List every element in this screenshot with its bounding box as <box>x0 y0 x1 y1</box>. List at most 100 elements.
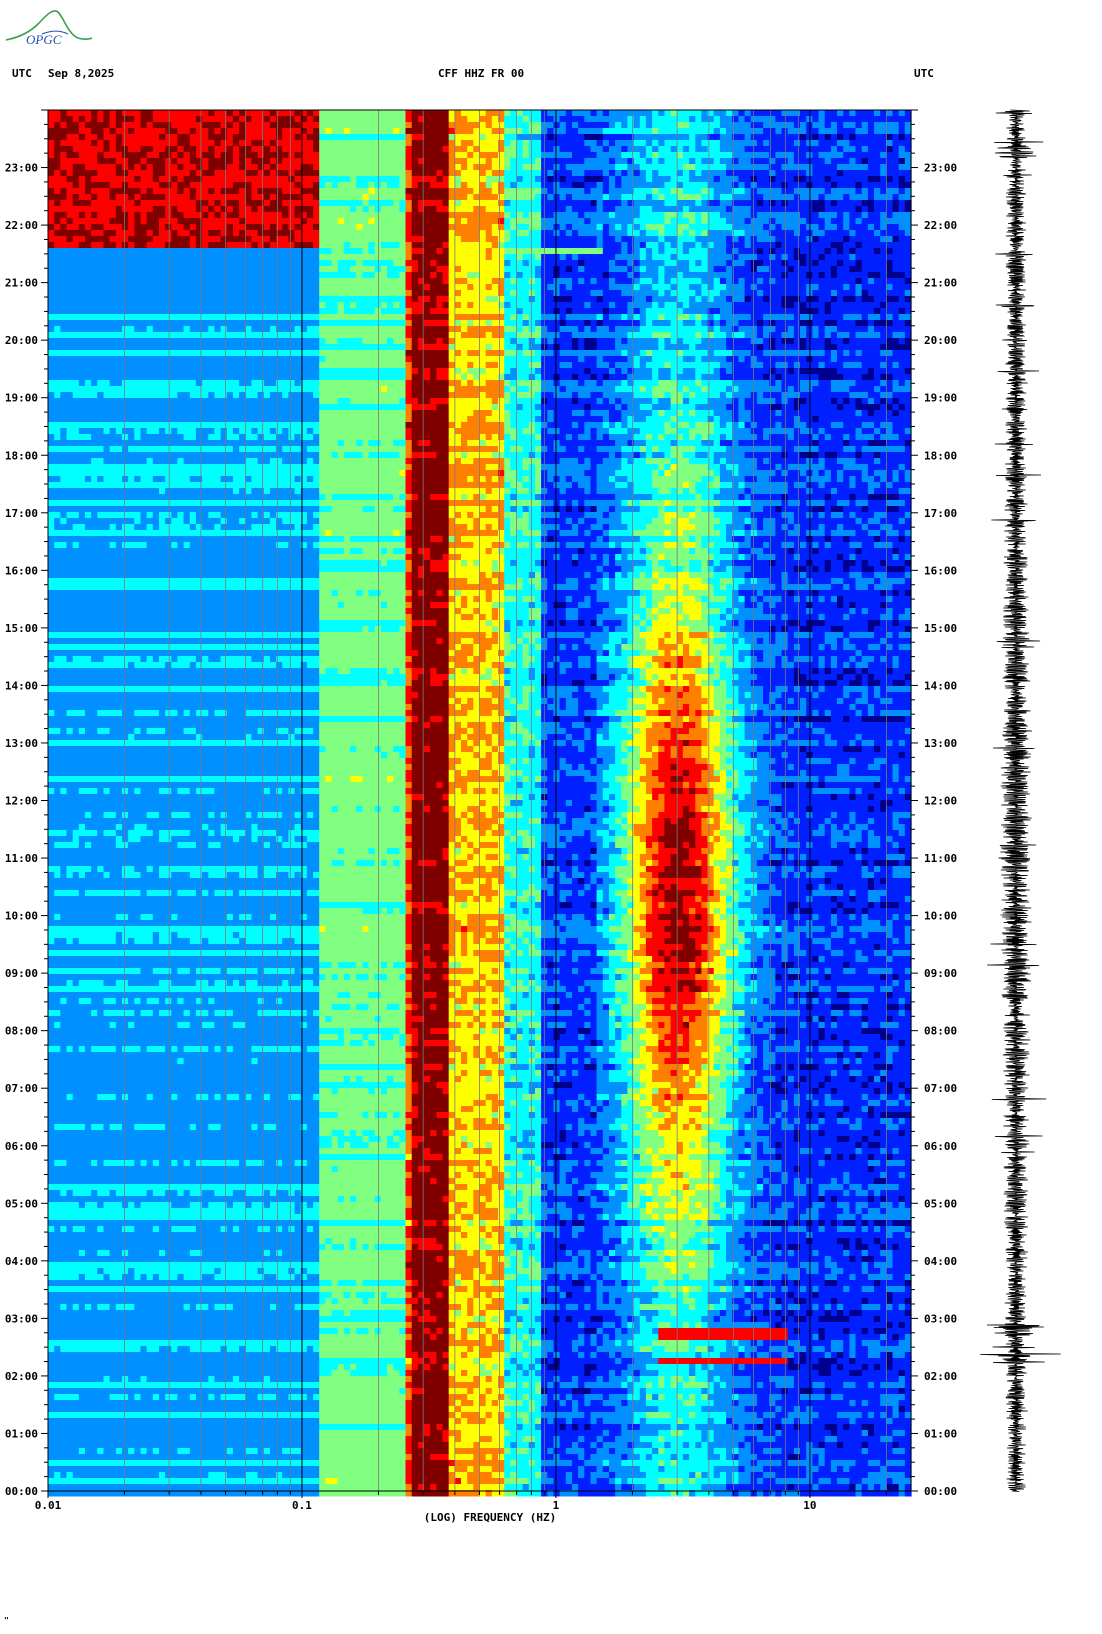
heatmap-cell <box>406 254 413 261</box>
heatmap-cell <box>455 170 462 177</box>
heatmap-cell <box>171 182 178 189</box>
heatmap-cell <box>893 242 900 249</box>
heatmap-cell <box>338 176 345 183</box>
heatmap-cell <box>782 182 789 189</box>
heatmap-cell <box>288 212 295 219</box>
heatmap-cell <box>177 110 184 117</box>
heatmap-cell <box>492 164 499 171</box>
heatmap-cell <box>782 212 789 219</box>
heatmap-cell <box>683 194 690 201</box>
heatmap-cell <box>535 176 542 183</box>
heatmap-cell <box>652 218 659 225</box>
heatmap-cell <box>424 164 431 171</box>
heatmap-cell <box>523 140 530 147</box>
heatmap-cell <box>288 236 295 243</box>
heatmap-cell <box>147 158 154 165</box>
heatmap-cell <box>529 128 536 135</box>
heatmap-cell <box>819 242 826 249</box>
heatmap-cell <box>578 278 585 285</box>
heatmap-cell <box>288 206 295 213</box>
heatmap-cell <box>745 182 752 189</box>
heatmap-cell <box>239 194 246 201</box>
heatmap-cell <box>763 158 770 165</box>
heatmap-cell <box>356 248 363 255</box>
heatmap-cell <box>54 110 61 117</box>
heatmap-cell <box>825 194 832 201</box>
heatmap-cell <box>430 116 437 123</box>
heatmap-cell <box>184 164 191 171</box>
heatmap-cell <box>560 128 567 135</box>
heatmap-cell <box>350 242 357 249</box>
heatmap-cell <box>751 116 758 123</box>
heatmap-cell <box>141 230 148 237</box>
heatmap-cell <box>849 272 856 279</box>
heatmap-cell <box>683 230 690 237</box>
heatmap-cell <box>165 272 172 279</box>
heatmap-cell <box>313 116 320 123</box>
heatmap-cell <box>430 278 437 285</box>
heatmap-cell <box>332 188 339 195</box>
heatmap-cell <box>695 194 702 201</box>
heatmap-cell <box>794 122 801 129</box>
heatmap-cell <box>91 212 98 219</box>
heatmap-cell <box>812 260 819 267</box>
heatmap-cell <box>165 284 172 291</box>
heatmap-cell <box>171 206 178 213</box>
heatmap-cell <box>664 170 671 177</box>
heatmap-cell <box>122 158 129 165</box>
heatmap-cell <box>566 116 573 123</box>
heatmap-cell <box>227 284 234 291</box>
heatmap-cell <box>578 176 585 183</box>
heatmap-cell <box>227 200 234 207</box>
heatmap-cell <box>547 206 554 213</box>
heatmap-cell <box>67 116 74 123</box>
heatmap-cell <box>572 152 579 159</box>
heatmap-cell <box>504 110 511 117</box>
heatmap-cell <box>646 194 653 201</box>
heatmap-cell <box>122 266 129 273</box>
heatmap-cell <box>424 254 431 261</box>
heatmap-cell <box>221 266 228 273</box>
heatmap-cell <box>270 176 277 183</box>
heatmap-cell <box>652 212 659 219</box>
heatmap-cell <box>621 284 628 291</box>
heatmap-cell <box>652 164 659 171</box>
heatmap-cell <box>406 218 413 225</box>
heatmap-cell <box>720 116 727 123</box>
heatmap-cell <box>572 230 579 237</box>
heatmap-cell <box>800 248 807 255</box>
heatmap-cell <box>60 122 67 129</box>
heatmap-cell <box>282 122 289 129</box>
heatmap-cell <box>517 152 524 159</box>
heatmap-cell <box>461 272 468 279</box>
heatmap-cell <box>720 248 727 255</box>
heatmap-cell <box>128 122 135 129</box>
heatmap-cell <box>868 146 875 153</box>
heatmap-cell <box>893 206 900 213</box>
heatmap-cell <box>529 212 536 219</box>
heatmap-cell <box>258 164 265 171</box>
heatmap-cell <box>171 170 178 177</box>
heatmap-cell <box>350 200 357 207</box>
heatmap-cell <box>775 194 782 201</box>
heatmap-cell <box>825 164 832 171</box>
heatmap-cell <box>104 140 111 147</box>
heatmap-cell <box>554 194 561 201</box>
heatmap-cell <box>480 128 487 135</box>
heatmap-cell <box>202 140 209 147</box>
heatmap-cell <box>634 230 641 237</box>
heatmap-cell <box>775 266 782 273</box>
heatmap-cell <box>110 134 117 141</box>
heatmap-cell <box>147 278 154 285</box>
heatmap-cell <box>591 122 598 129</box>
heatmap-cell <box>196 164 203 171</box>
heatmap-cell <box>177 158 184 165</box>
heatmap-cell <box>110 122 117 129</box>
heatmap-cell <box>122 188 129 195</box>
heatmap-cell <box>79 224 86 231</box>
heatmap-cell <box>202 134 209 141</box>
heatmap-cell <box>714 248 721 255</box>
heatmap-cell <box>387 248 394 255</box>
heatmap-cell <box>843 236 850 243</box>
heatmap-cell <box>714 158 721 165</box>
